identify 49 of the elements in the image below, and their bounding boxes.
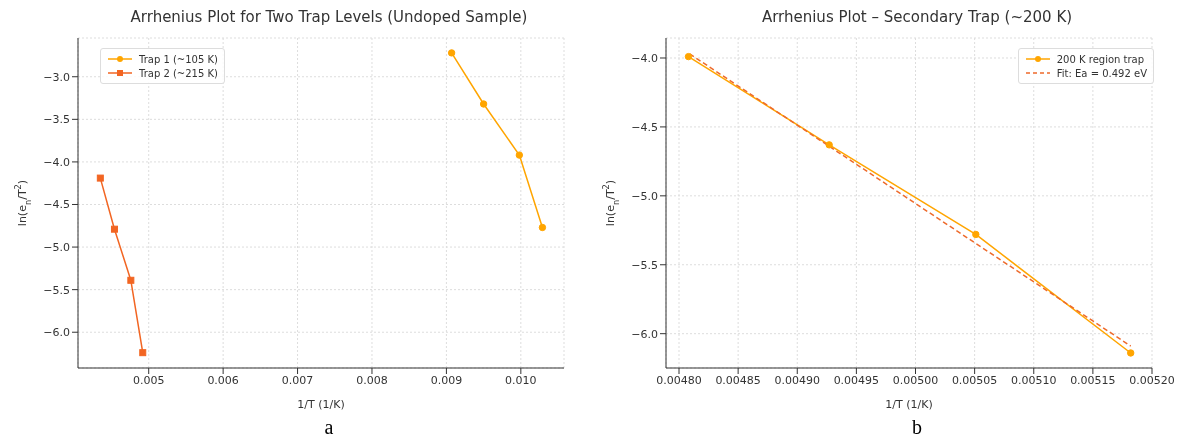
x-tick-label: 0.008 <box>356 373 388 387</box>
point <box>515 151 524 159</box>
x-tick-label: 0.005 <box>132 373 165 387</box>
legend-label: Trap 1 (~105 K) <box>139 53 218 65</box>
legend-label: 200 K region trap <box>1056 53 1145 65</box>
legend-label: Trap 2 (~215 K) <box>139 67 218 79</box>
point <box>684 52 693 61</box>
legend-label: Fit: Ea = 0.492 eV <box>1056 67 1147 79</box>
point <box>139 349 147 357</box>
chart-title: Arrhenius Plot – Secondary Trap (~200 K) <box>760 8 1074 28</box>
point <box>1127 349 1135 357</box>
x-tick-label: 0.010 <box>505 373 537 387</box>
x-tick-label: 0.00485 <box>715 373 761 387</box>
x-axis-title: 1/T (1/K) <box>885 398 933 411</box>
x-tick-label: 0.007 <box>281 373 314 387</box>
x-tick-label: 0.009 <box>430 373 463 387</box>
y-tick-label: −5.5 <box>43 283 70 297</box>
x-tick-label: 0.00505 <box>951 373 998 387</box>
x-tick-label: 0.00490 <box>774 373 821 387</box>
y-tick-label: −5.0 <box>631 189 658 203</box>
point <box>825 141 833 149</box>
text: b <box>911 416 923 439</box>
y-tick-label: −4.5 <box>631 120 658 134</box>
x-tick-label: 0.00515 <box>1070 373 1116 387</box>
point <box>972 230 980 239</box>
y-tick-label: −6.0 <box>43 326 70 340</box>
y-tick-label: −4.0 <box>631 51 658 65</box>
point <box>447 49 456 57</box>
point <box>127 276 135 284</box>
y-tick-label: −3.5 <box>43 113 70 127</box>
y-tick-label: −6.0 <box>631 327 658 341</box>
point <box>538 223 547 232</box>
y-tick-label: −3.0 <box>43 70 70 84</box>
point <box>96 174 104 182</box>
chart-title: Arrhenius Plot for Two Trap Levels (Undoped Sample) <box>129 8 529 28</box>
x-tick-label: 0.00495 <box>833 373 880 387</box>
point <box>479 100 488 108</box>
x-tick-label: 0.006 <box>207 373 239 387</box>
x-tick-label: 0.00500 <box>892 373 939 387</box>
x-axis-title: 1/T (1/K) <box>297 398 345 411</box>
y-tick-label: −4.0 <box>43 155 70 169</box>
x-tick-label: 0.00480 <box>656 373 702 387</box>
x-tick-label: 0.00510 <box>1011 373 1057 387</box>
point <box>110 225 118 233</box>
text: a <box>323 416 335 439</box>
y-tick-label: −4.5 <box>43 198 70 212</box>
x-tick-label: 0.00520 <box>1129 373 1175 387</box>
y-tick-label: −5.0 <box>43 240 70 254</box>
y-tick-label: −5.5 <box>631 258 658 272</box>
